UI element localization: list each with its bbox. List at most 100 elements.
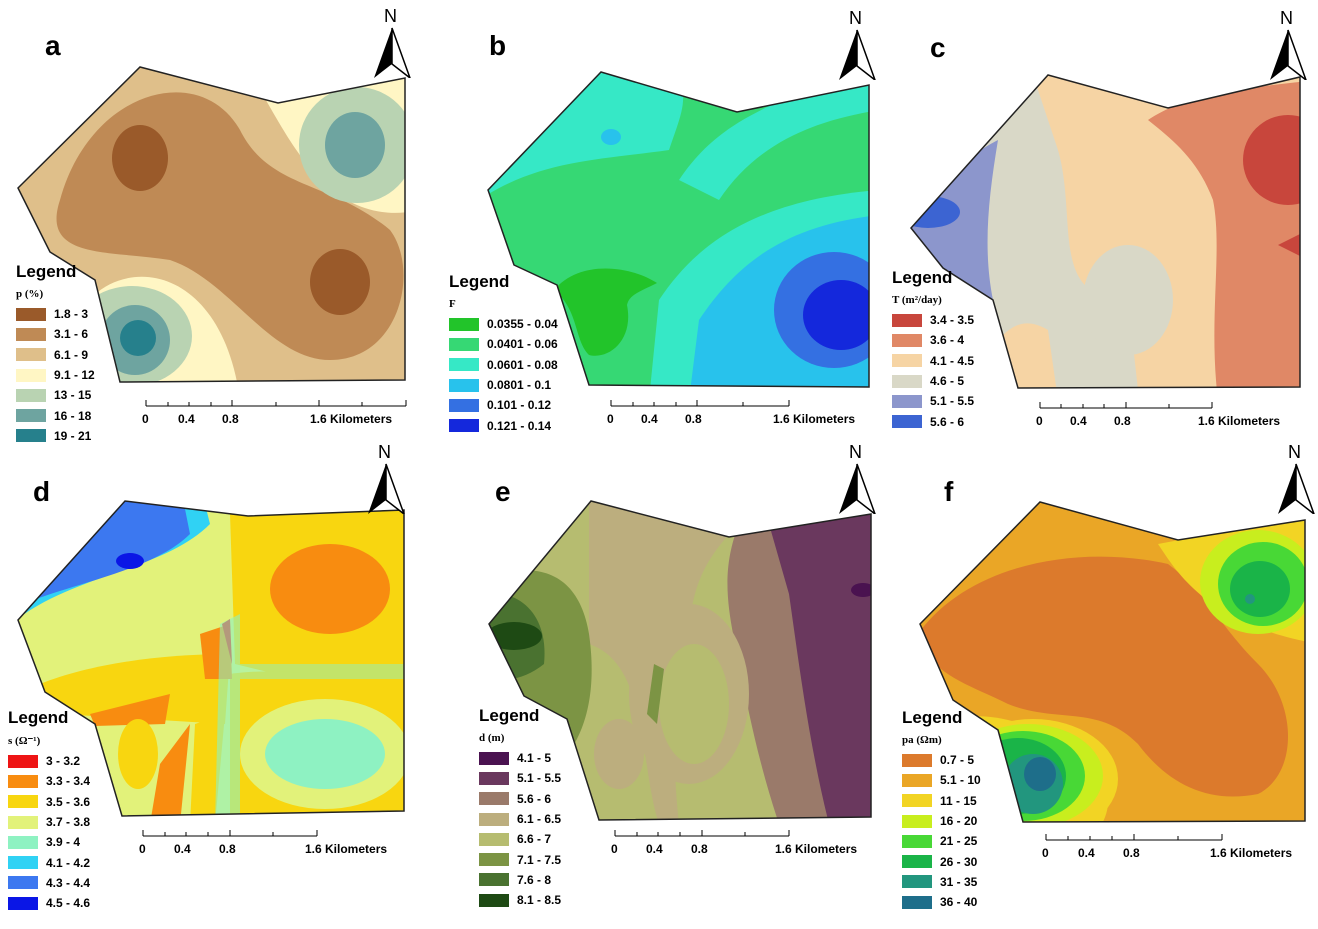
legend-item-label: 26 - 30 [940, 854, 978, 869]
legend-item-label: 0.0801 - 0.1 [487, 378, 552, 393]
legend-items: 4.1 - 5 5.1 - 5.5 5.6 - 6 6.1 - 6.5 6.6 - 7 7… [479, 748, 561, 910]
legend-swatch [902, 855, 932, 869]
legend-item-label: 3 - 3.2 [46, 754, 81, 769]
legend: Legend s (Ω⁻¹) 3 - 3.2 3.3 - 3.4 3.5 - 3.6… [8, 708, 90, 913]
legend-item-label: 19 - 21 [54, 428, 92, 443]
legend-swatch [892, 333, 922, 347]
scale-bar: 0 0.4 0.8 1.6 Kilometers [137, 828, 417, 860]
map-b [487, 71, 870, 388]
legend-swatch [449, 358, 479, 372]
legend-item-label: 4.1 - 5 [517, 751, 552, 766]
legend-swatch [449, 378, 479, 392]
legend-item: 0.101 - 0.12 [449, 395, 558, 415]
legend-title: Legend [902, 708, 963, 727]
legend-swatch [8, 754, 38, 768]
legend-swatch [8, 774, 38, 788]
legend-item-label: 0.0355 - 0.04 [487, 317, 558, 332]
legend-swatch [16, 327, 46, 341]
legend-swatch [479, 792, 509, 806]
scale-tick-0: 0 [611, 842, 618, 856]
scale-tick-0.8: 0.8 [219, 842, 236, 856]
legend-swatch [479, 893, 509, 907]
legend-item-label: 21 - 25 [940, 834, 978, 849]
legend-field-label: pa (Ωm) [902, 734, 942, 746]
north-label: N [849, 442, 862, 462]
legend-item: 0.0801 - 0.1 [449, 375, 558, 395]
legend-field-label: T (m²/day) [892, 294, 942, 306]
legend-item-label: 0.121 - 0.14 [487, 418, 552, 433]
legend-item: 1.8 - 3 [16, 304, 95, 324]
panel-label: d [33, 476, 51, 507]
scale-tick-0.4: 0.4 [174, 842, 191, 856]
legend-swatch [449, 419, 479, 433]
legend-swatch [479, 853, 509, 867]
legend-item-label: 5.1 - 10 [940, 773, 981, 788]
legend-item: 5.6 - 6 [892, 411, 974, 431]
legend-swatch [8, 896, 38, 910]
north-arrow-icon: N [837, 8, 877, 80]
legend-swatch [8, 856, 38, 870]
legend-swatch [902, 875, 932, 889]
scale-tick-0.4: 0.4 [1070, 414, 1087, 428]
legend-item: 4.1 - 5 [479, 748, 561, 768]
legend-item: 4.3 - 4.4 [8, 873, 90, 893]
scale-tick-0.8: 0.8 [222, 412, 239, 426]
legend-swatch [892, 415, 922, 429]
legend-title: Legend [16, 262, 77, 281]
legend-item: 31 - 35 [902, 872, 981, 892]
legend-field-label: d (m) [479, 732, 505, 744]
legend-swatch [902, 814, 932, 828]
legend-swatch [479, 832, 509, 846]
legend-swatch [902, 794, 932, 808]
legend-item: 3.3 - 3.4 [8, 771, 90, 791]
legend-swatch [892, 354, 922, 368]
legend-title: Legend [892, 268, 953, 287]
legend-items: 3.4 - 3.5 3.6 - 4 4.1 - 4.5 4.6 - 5 5.1 - 5.… [892, 310, 974, 432]
map-a [17, 66, 406, 383]
map-e [488, 500, 872, 821]
legend-field-label: p (%) [16, 288, 44, 300]
legend-item-label: 4.6 - 5 [930, 374, 965, 389]
legend-item-label: 0.0401 - 0.06 [487, 337, 558, 352]
legend-item: 3 - 3.2 [8, 751, 90, 771]
scale-tick-0.8: 0.8 [1114, 414, 1131, 428]
panel-label: e [495, 476, 511, 507]
legend-item: 3.4 - 3.5 [892, 310, 974, 330]
legend-swatch [8, 795, 38, 809]
legend-item-label: 3.6 - 4 [930, 333, 965, 348]
legend-swatch [479, 751, 509, 765]
scale-bar: 0 0.4 0.8 1.6 Kilometers [609, 828, 877, 860]
legend-item: 4.5 - 4.6 [8, 893, 90, 913]
legend-swatch [16, 348, 46, 362]
legend: Legend p (%) 1.8 - 3 3.1 - 6 6.1 - 9 9.1 - … [16, 262, 95, 446]
legend: Legend F 0.0355 - 0.04 0.0401 - 0.06 0.060… [449, 272, 558, 436]
legend-swatch [16, 307, 46, 321]
legend-item-label: 3.3 - 3.4 [46, 774, 91, 789]
legend-swatch [479, 771, 509, 785]
north-arrow-icon: N [1276, 442, 1316, 514]
legend: Legend T (m²/day) 3.4 - 3.5 3.6 - 4 4.1 - … [892, 268, 974, 432]
legend-swatch [479, 812, 509, 826]
legend-swatch [8, 876, 38, 890]
scale-bar: 0 0.4 0.8 1.6 Kilometers [1034, 400, 1314, 432]
scale-bar: 0 0.4 0.8 1.6 Kilometers [140, 398, 440, 430]
scale-tick-0.8: 0.8 [1123, 846, 1140, 860]
legend-swatch [902, 895, 932, 909]
legend-item: 16 - 20 [902, 811, 981, 831]
legend-swatch [16, 429, 46, 443]
north-arrow-icon: N [366, 442, 406, 514]
legend-item-label: 4.1 - 4.5 [930, 353, 975, 368]
legend-items: 0.7 - 5 5.1 - 10 11 - 15 16 - 20 21 - 25 26 -… [902, 750, 981, 912]
north-label: N [378, 442, 391, 462]
legend-item: 36 - 40 [902, 892, 981, 912]
legend-item: 3.6 - 4 [892, 330, 974, 350]
map-panel-a: a N Legend p (%) 1.8 - 3 3.1 - 6 6.1 - 9 9.… [0, 0, 439, 464]
legend-item: 3.9 - 4 [8, 832, 90, 852]
panel-label: f [944, 476, 954, 507]
scale-tick-0.4: 0.4 [641, 412, 658, 426]
legend-item-label: 8.1 - 8.5 [517, 893, 562, 908]
legend-item-label: 0.101 - 0.12 [487, 398, 552, 413]
north-label: N [384, 6, 397, 26]
legend-swatch [8, 815, 38, 829]
legend-item: 8.1 - 8.5 [479, 890, 561, 910]
